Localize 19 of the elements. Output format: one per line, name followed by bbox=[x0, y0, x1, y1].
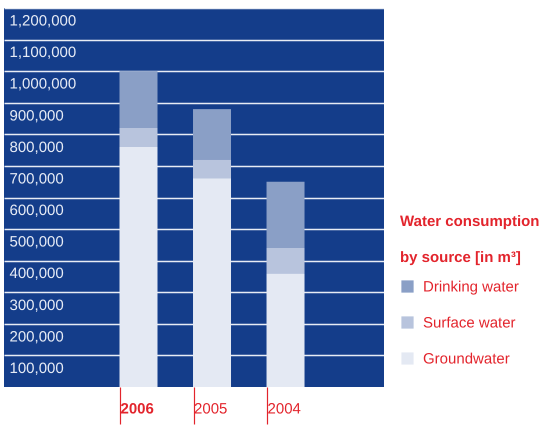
y-tick-label: 900,000 bbox=[10, 107, 64, 124]
y-tick-label: 400,000 bbox=[10, 265, 64, 282]
y-tick-label: 1,100,000 bbox=[10, 44, 76, 62]
y-tick-label: 1,000,000 bbox=[10, 76, 76, 93]
y-tick-label: 1,200,000 bbox=[10, 12, 76, 30]
y-tick-label: 500,000 bbox=[10, 234, 64, 251]
y-tick-label: 700,000 bbox=[10, 170, 64, 188]
x-tick-label: 2004 bbox=[268, 400, 301, 418]
legend-label: Surface water bbox=[423, 314, 516, 332]
legend-label: Drinking water bbox=[423, 278, 519, 296]
y-tick-label: 100,000 bbox=[10, 360, 64, 377]
y-tick-label: 600,000 bbox=[10, 202, 64, 219]
legend-label: Groundwater bbox=[423, 350, 510, 368]
text: Water consumption by source [in m³] bbox=[400, 213, 540, 266]
x-tick-label: 2005 bbox=[194, 400, 228, 418]
x-tick-label: 2006 bbox=[120, 400, 154, 418]
y-tick-label: 800,000 bbox=[10, 138, 64, 156]
y-tick-label: 200,000 bbox=[10, 328, 64, 346]
y-tick-label: 300,000 bbox=[10, 296, 64, 314]
